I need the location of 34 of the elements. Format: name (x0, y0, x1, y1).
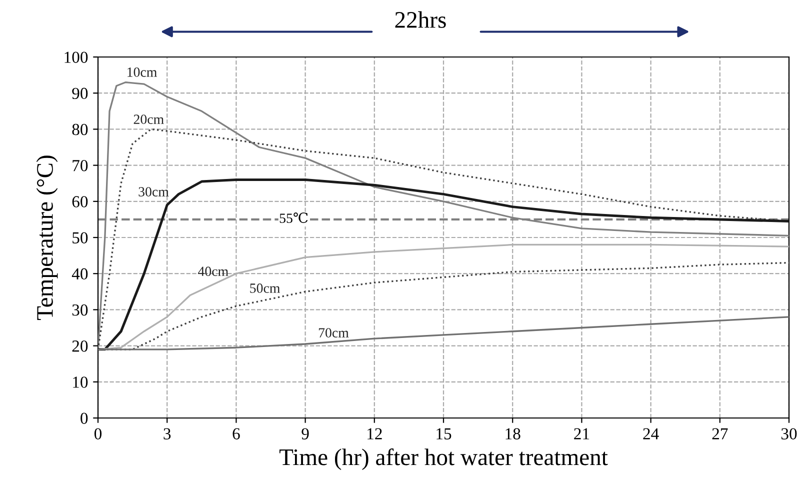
x-tick-label: 15 (436, 428, 452, 440)
x-axis-title: Time (hr) after hot water treatment (279, 448, 608, 470)
y-tick-label: 50 (72, 232, 88, 244)
y-tick-label: 90 (72, 88, 88, 100)
series-label: 30cm (138, 187, 169, 196)
x-tick-label: 3 (164, 428, 171, 440)
x-tick-label: 18 (506, 428, 520, 440)
x-tick-label: 9 (302, 428, 309, 440)
x-tick-label: 0 (94, 428, 102, 440)
series-label: 10cm (128, 67, 157, 77)
x-tick-label: 21 (574, 428, 590, 440)
x-tick-label: 6 (232, 428, 240, 440)
y-tick-label: 30 (72, 304, 88, 316)
x-tick-label: 12 (368, 428, 382, 440)
ref-line-label: 55℃ (280, 212, 308, 223)
y-tick-label: 80 (72, 124, 88, 136)
y-tick-label: 20 (72, 340, 88, 352)
series-label: 70cm (318, 328, 349, 338)
line-series (98, 81, 789, 350)
series-label: 20cm (134, 114, 164, 124)
y-tick-label: 100 (64, 52, 88, 63)
y-axis-title: Temperature (°C) (36, 156, 58, 320)
series-label: 40cm (198, 266, 228, 276)
text: 22hrs (395, 11, 446, 28)
series-label: 50cm (250, 284, 280, 293)
x-tick-label: 27 (712, 428, 728, 440)
line-series (98, 316, 789, 350)
y-tick-label: 70 (72, 160, 88, 172)
y-tick-label: 40 (72, 268, 88, 280)
x-tick-label: 24 (643, 428, 659, 440)
y-tick-label: 60 (72, 196, 88, 208)
x-tick-label: 30 (781, 428, 797, 440)
y-tick-label: 0 (80, 412, 88, 424)
y-tick-label: 10 (73, 376, 88, 388)
